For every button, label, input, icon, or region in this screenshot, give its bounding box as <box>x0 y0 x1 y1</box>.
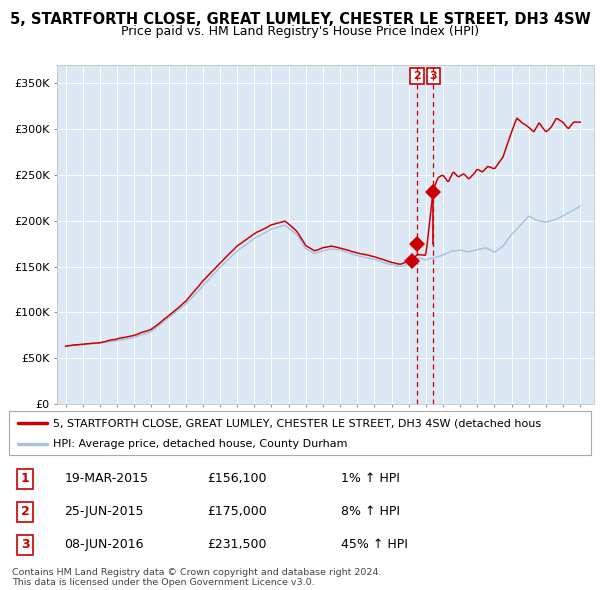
Text: £231,500: £231,500 <box>207 538 266 552</box>
Text: 25-JUN-2015: 25-JUN-2015 <box>64 505 144 519</box>
Text: Contains HM Land Registry data © Crown copyright and database right 2024.
This d: Contains HM Land Registry data © Crown c… <box>12 568 382 587</box>
Text: 3: 3 <box>430 71 437 81</box>
Text: £175,000: £175,000 <box>207 505 266 519</box>
Text: Price paid vs. HM Land Registry's House Price Index (HPI): Price paid vs. HM Land Registry's House … <box>121 25 479 38</box>
Text: 45% ↑ HPI: 45% ↑ HPI <box>341 538 407 552</box>
Text: 1% ↑ HPI: 1% ↑ HPI <box>341 472 400 486</box>
Text: 2: 2 <box>21 505 29 519</box>
Text: 5, STARTFORTH CLOSE, GREAT LUMLEY, CHESTER LE STREET, DH3 4SW (detached hous: 5, STARTFORTH CLOSE, GREAT LUMLEY, CHEST… <box>53 418 541 428</box>
Text: 3: 3 <box>21 538 29 552</box>
Text: £156,100: £156,100 <box>207 472 266 486</box>
Text: 8% ↑ HPI: 8% ↑ HPI <box>341 505 400 519</box>
Text: 2: 2 <box>413 71 421 81</box>
Text: 08-JUN-2016: 08-JUN-2016 <box>64 538 144 552</box>
Text: 1: 1 <box>21 472 29 486</box>
Text: 5, STARTFORTH CLOSE, GREAT LUMLEY, CHESTER LE STREET, DH3 4SW: 5, STARTFORTH CLOSE, GREAT LUMLEY, CHEST… <box>10 12 590 27</box>
Text: HPI: Average price, detached house, County Durham: HPI: Average price, detached house, Coun… <box>53 438 347 448</box>
Text: 19-MAR-2015: 19-MAR-2015 <box>64 472 148 486</box>
